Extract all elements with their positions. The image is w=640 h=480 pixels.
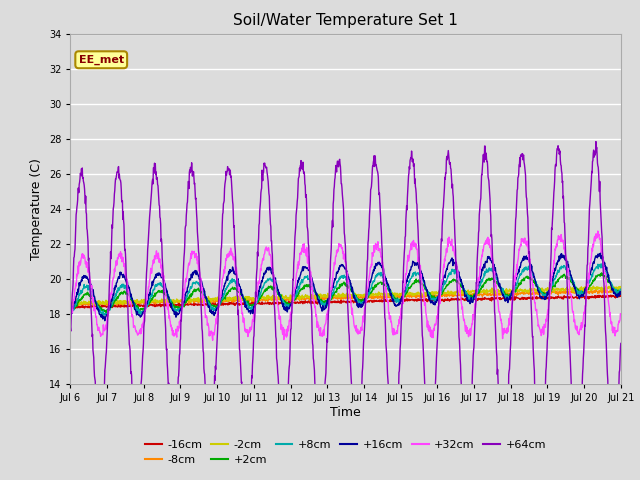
Title: Soil/Water Temperature Set 1: Soil/Water Temperature Set 1	[233, 13, 458, 28]
Text: EE_met: EE_met	[79, 55, 124, 65]
Y-axis label: Temperature (C): Temperature (C)	[30, 158, 44, 260]
Legend: -16cm, -8cm, -2cm, +2cm, +8cm, +16cm, +32cm, +64cm: -16cm, -8cm, -2cm, +2cm, +8cm, +16cm, +3…	[141, 435, 550, 469]
X-axis label: Time: Time	[330, 406, 361, 419]
